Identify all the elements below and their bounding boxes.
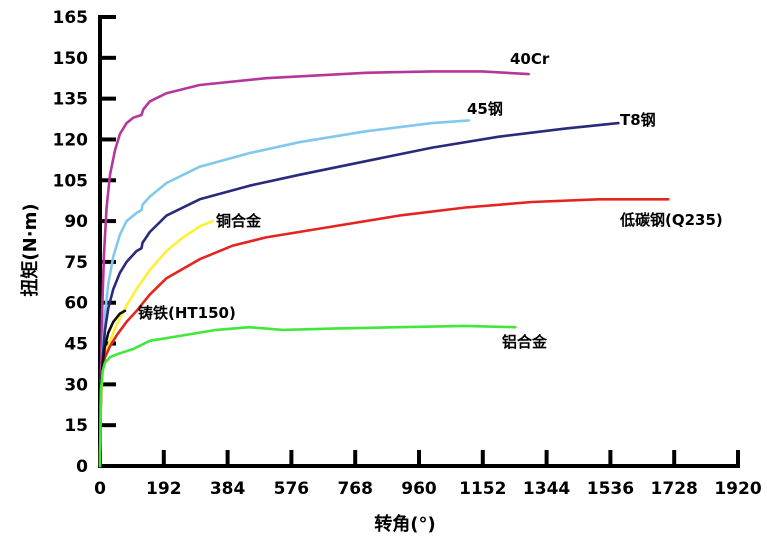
series-label: 铜合金: [216, 212, 262, 230]
y-tick-label: 105: [53, 171, 89, 191]
x-axis-title: 转角(°): [374, 513, 435, 535]
y-tick-label: 15: [64, 416, 88, 436]
series-line: [98, 119, 471, 468]
series-lines: [98, 70, 670, 468]
series-line: [98, 324, 517, 468]
y-tick-label: 45: [64, 335, 88, 355]
y-tick-label: 120: [53, 130, 89, 150]
y-tick-label: 30: [64, 375, 88, 395]
series-line: [98, 70, 530, 468]
y-tick-label: 0: [76, 457, 88, 477]
y-tick-label: 60: [64, 294, 88, 314]
y-tick-label: 90: [64, 212, 88, 232]
series-label: 低碳钢(Q235): [619, 211, 723, 229]
y-tick-label: 150: [53, 49, 89, 69]
axes: 0 15 30 45 60 75 90 105 120 135 150 165 0 192 384 576 76…: [53, 8, 762, 499]
y-tick-label: 165: [53, 8, 89, 28]
x-tick-label: 960: [401, 479, 437, 499]
series-label: 铸铁(HT150): [138, 304, 236, 322]
x-tick-label: 1344: [523, 479, 570, 499]
x-tick-label: 0: [94, 479, 106, 499]
series-label: 40Cr: [510, 50, 550, 68]
series-line: [98, 121, 620, 468]
series-line: [98, 198, 670, 468]
x-tick-label: 1728: [651, 479, 698, 499]
series-line: [98, 219, 215, 468]
series-label: 45钢: [467, 100, 503, 118]
x-tick-label: 1152: [459, 479, 506, 499]
x-tick-label: 384: [210, 479, 246, 499]
x-tick-label: 192: [146, 479, 182, 499]
y-tick-label: 75: [64, 253, 88, 273]
y-tick-label: 135: [53, 90, 89, 110]
y-axis-title: 扭矩(N·m): [19, 203, 41, 296]
series-label: 铝合金: [502, 333, 548, 351]
x-tick-label: 576: [274, 479, 310, 499]
x-tick-label: 768: [337, 479, 373, 499]
x-tick-label: 1536: [587, 479, 634, 499]
series-label: T8钢: [620, 111, 656, 129]
x-tick-label: 1920: [714, 479, 761, 499]
